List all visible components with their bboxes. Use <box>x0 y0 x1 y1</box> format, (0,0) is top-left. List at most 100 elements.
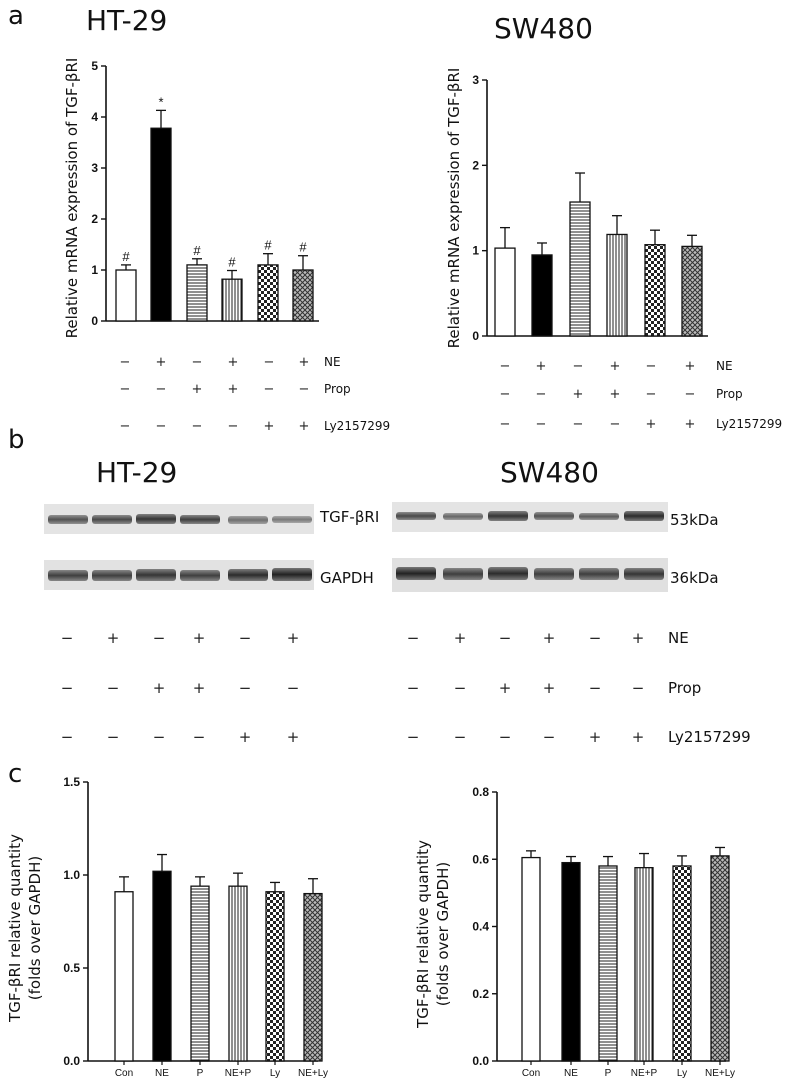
category-label: P <box>197 1068 204 1079</box>
bar-P <box>190 885 210 1062</box>
y-tick-label: 0.0 <box>472 1054 489 1068</box>
y-tick-label: 3 <box>472 73 479 87</box>
treatment-mark: + <box>299 419 310 434</box>
treatment-mark: + <box>536 359 547 374</box>
treatment-mark: + <box>228 382 239 397</box>
bar-6 <box>292 269 314 322</box>
treatment-mark: + <box>264 419 275 434</box>
y-tick-label: 1.0 <box>63 868 80 882</box>
y-tick-label: 1.5 <box>63 775 80 789</box>
treatment-mark: − <box>589 679 602 697</box>
category-label: NE <box>564 1068 578 1079</box>
western-blot-sw480 <box>392 502 668 592</box>
blot-band-gapdh <box>534 568 574 580</box>
treatment-name-ne: NE <box>716 359 733 373</box>
treatment-mark: + <box>685 417 696 432</box>
treatment-mark: + <box>589 728 602 746</box>
treatment-mark: + <box>193 679 206 697</box>
treatment-mark: − <box>646 387 657 402</box>
treatment-name-ly2157299: Ly2157299 <box>324 419 390 433</box>
bar-NE+Ly <box>710 855 730 1062</box>
panel-c-right-ylabel-line2: (folds over GAPDH) <box>434 862 452 1006</box>
treatment-mark: + <box>156 355 167 370</box>
treatment-name-prop: Prop <box>324 382 351 396</box>
treatment-mark: + <box>454 629 467 647</box>
category-label: Con <box>115 1068 133 1079</box>
blot-band-tgf <box>488 511 528 521</box>
treatment-mark: − <box>193 728 206 746</box>
blot-band-tgf <box>396 512 436 520</box>
y-tick-label: 3 <box>91 161 98 175</box>
treatment-mark: − <box>120 355 131 370</box>
sw480-mrna-chart: 0 1 2 3 <box>472 73 708 343</box>
bar-3 <box>569 201 591 337</box>
category-label: NE+P <box>631 1068 658 1079</box>
panel-a-right-title: SW480 <box>494 12 593 45</box>
treatment-mark: − <box>192 419 203 434</box>
panel-c-left-ylabel-line1: TGF-βRI relative quantity <box>6 834 24 1023</box>
significance-mark: # <box>122 249 130 264</box>
treatment-mark: − <box>500 359 511 374</box>
panel-b-left-treatments: − + − + − + − − + + − − − − − − + + <box>61 629 300 746</box>
treatment-name-ly2157299: Ly2157299 <box>668 728 751 746</box>
treatment-mark: + <box>287 629 300 647</box>
bar-2 <box>150 127 172 322</box>
treatment-mark: − <box>228 419 239 434</box>
blot-band-tgf <box>272 516 312 523</box>
treatment-mark: − <box>536 417 547 432</box>
blot-strip-sw480-tgf <box>392 502 668 532</box>
band-label-tgf: TGF-βRI <box>319 508 379 526</box>
blot-band-gapdh <box>136 569 176 581</box>
y-tick-label: 0.2 <box>472 987 489 1001</box>
treatment-mark: − <box>156 419 167 434</box>
blot-strip-ht29-gapdh <box>44 560 314 590</box>
panel-c-right-ylabel: TGF-βRI relative quantity (folds over GA… <box>414 840 452 1029</box>
y-tick-label: 0.6 <box>472 852 489 866</box>
category-label: NE <box>155 1068 169 1079</box>
treatment-mark: + <box>646 417 657 432</box>
category-label: P <box>605 1068 612 1079</box>
panel-a-left-title: HT-29 <box>86 4 167 37</box>
bar-1 <box>494 247 516 337</box>
blot-band-gapdh <box>272 568 312 581</box>
treatment-mark: + <box>193 629 206 647</box>
panel-c-left-ylabel-line2: (folds over GAPDH) <box>26 856 44 1000</box>
significance-mark: # <box>299 240 307 255</box>
treatment-mark: + <box>287 728 300 746</box>
treatment-mark: + <box>499 679 512 697</box>
blot-band-tgf <box>228 516 268 524</box>
treatment-mark: − <box>499 728 512 746</box>
panel-label-b: b <box>8 425 25 455</box>
treatment-mark: − <box>407 679 420 697</box>
blot-band-tgf <box>136 514 176 524</box>
treatment-mark: − <box>573 359 584 374</box>
treatment-mark: − <box>120 382 131 397</box>
y-tick-label: 0 <box>472 329 479 343</box>
panel-b-right-treatments: − + − + − + NE − − + + − − Prop − − − − + + Ly2157299 <box>407 629 751 746</box>
blot-strip-ht29-tgf <box>44 504 314 534</box>
blot-band-gapdh <box>396 567 436 580</box>
treatment-mark: − <box>239 629 252 647</box>
blot-band-tgf <box>48 515 88 524</box>
treatment-mark: + <box>573 387 584 402</box>
treatment-mark: + <box>107 629 120 647</box>
blot-band-tgf <box>180 515 220 524</box>
significance-mark: * <box>158 94 163 109</box>
treatment-mark: − <box>454 728 467 746</box>
treatment-mark: − <box>500 417 511 432</box>
blot-band-gapdh <box>579 568 619 580</box>
bar-3 <box>186 264 208 322</box>
band-size-53kda: 53kDa <box>670 511 719 529</box>
ht29-mrna-chart: 0 1 2 3 4 5 # * # # # # <box>91 59 319 328</box>
category-label: Ly <box>677 1068 687 1079</box>
treatment-mark: − <box>192 355 203 370</box>
treatment-mark: − <box>264 382 275 397</box>
bar-1 <box>115 269 137 322</box>
treatment-mark: − <box>632 679 645 697</box>
treatment-mark: + <box>192 382 203 397</box>
blot-band-tgf <box>534 512 574 520</box>
bar-NE+P <box>634 867 654 1062</box>
blot-band-tgf <box>624 511 664 521</box>
bar-Con <box>521 856 541 1062</box>
treatment-name-ne: NE <box>324 355 341 369</box>
